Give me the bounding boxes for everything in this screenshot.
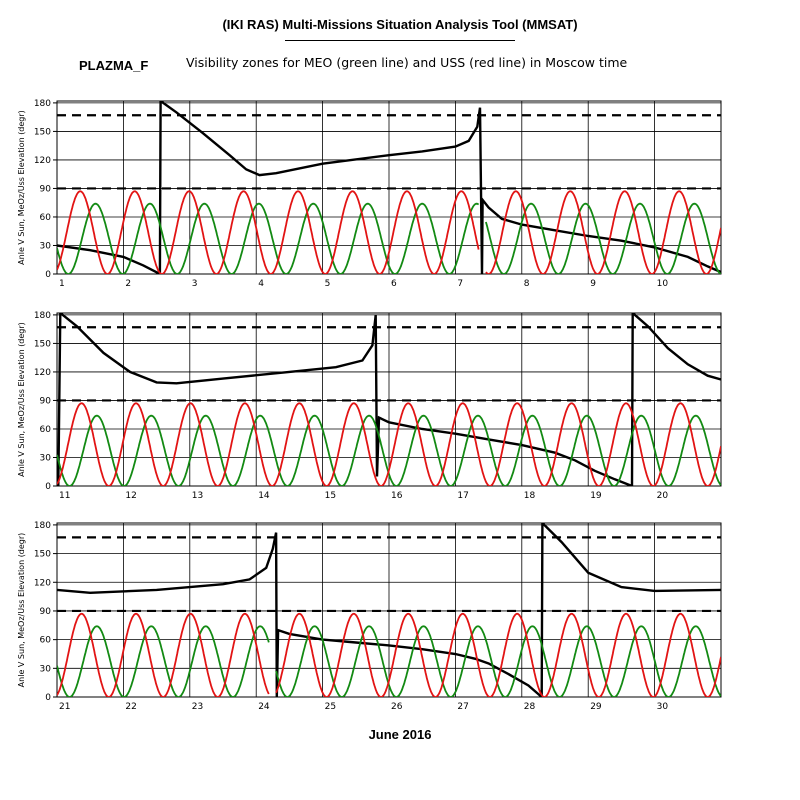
y-tick-label: 180 — [34, 99, 51, 109]
x-tick-label: 16 — [391, 491, 403, 501]
x-tick-label: 4 — [258, 279, 264, 289]
series-uss-line — [57, 612, 721, 697]
x-tick-label: 14 — [258, 491, 270, 501]
x-tick-label: 11 — [59, 491, 70, 501]
chart-subtitle: Visibility zones for MEO (green line) an… — [186, 55, 628, 70]
y-tick-label: 0 — [45, 693, 51, 703]
y-tick-label: 60 — [40, 425, 52, 435]
y-tick-label: 150 — [34, 127, 51, 137]
x-tick-label: 1 — [59, 279, 65, 289]
series-uss-line — [57, 190, 721, 274]
y-tick-label: 180 — [34, 311, 51, 321]
x-tick-label: 9 — [590, 279, 596, 289]
x-tick-label: 8 — [524, 279, 530, 289]
x-tick-label: 5 — [325, 279, 331, 289]
x-tick-label: 30 — [657, 702, 669, 712]
x-tick-label: 15 — [325, 491, 336, 501]
x-tick-label: 24 — [258, 702, 270, 712]
object-name: PLAZMA_F — [79, 58, 149, 73]
x-tick-label: 22 — [125, 702, 136, 712]
x-tick-label: 26 — [391, 702, 403, 712]
y-axis-label: Anle V Sun, MeOz/Uss Elevation (degr) — [17, 110, 26, 265]
series-uss-line — [57, 402, 721, 486]
y-tick-label: 90 — [40, 184, 52, 194]
x-tick-label: 3 — [192, 279, 198, 289]
y-tick-label: 150 — [34, 339, 51, 349]
x-tick-label: 29 — [590, 702, 602, 712]
x-tick-label: 17 — [457, 491, 468, 501]
series-sun-angle-line — [57, 523, 721, 697]
x-tick-label: 6 — [391, 279, 397, 289]
series-sun-angle-line — [57, 101, 721, 274]
y-tick-label: 30 — [40, 664, 52, 674]
series-meo-line — [57, 625, 721, 697]
x-tick-label: 7 — [457, 279, 463, 289]
x-tick-label: 23 — [192, 702, 203, 712]
plot-area — [57, 101, 721, 274]
y-tick-label: 180 — [34, 521, 51, 531]
month-label: June 2016 — [368, 727, 432, 742]
x-tick-label: 13 — [192, 491, 203, 501]
y-tick-label: 60 — [40, 636, 52, 646]
x-tick-label: 21 — [59, 702, 70, 712]
x-tick-label: 25 — [325, 702, 336, 712]
y-tick-label: 120 — [34, 578, 51, 588]
x-tick-label: 20 — [657, 491, 669, 501]
x-tick-label: 19 — [590, 491, 602, 501]
y-tick-label: 90 — [40, 607, 52, 617]
y-axis-label: Anle V Sun, MeOz/Uss Elevation (degr) — [17, 322, 26, 477]
x-tick-label: 18 — [524, 491, 536, 501]
series-meo-line — [57, 414, 721, 486]
y-tick-label: 90 — [40, 396, 52, 406]
y-tick-label: 30 — [40, 453, 52, 463]
y-tick-label: 120 — [34, 156, 51, 166]
y-tick-label: 0 — [45, 270, 51, 280]
y-tick-label: 30 — [40, 241, 52, 251]
plot-area — [57, 313, 721, 486]
x-tick-label: 10 — [657, 279, 669, 289]
series-sun-angle-line — [57, 313, 721, 486]
y-axis-label: Anle V Sun, MeOz/Uss Elevation (degr) — [17, 533, 26, 688]
plot-area — [57, 523, 721, 697]
y-tick-label: 120 — [34, 368, 51, 378]
y-tick-label: 150 — [34, 550, 51, 560]
x-tick-label: 12 — [125, 491, 136, 501]
title-underline — [285, 40, 515, 41]
chart-title: (IKI RAS) Multi-Missions Situation Analy… — [222, 17, 578, 32]
x-tick-label: 27 — [457, 702, 468, 712]
x-tick-label: 28 — [524, 702, 536, 712]
y-tick-label: 60 — [40, 213, 52, 223]
x-tick-label: 2 — [125, 279, 131, 289]
y-tick-label: 0 — [45, 482, 51, 492]
